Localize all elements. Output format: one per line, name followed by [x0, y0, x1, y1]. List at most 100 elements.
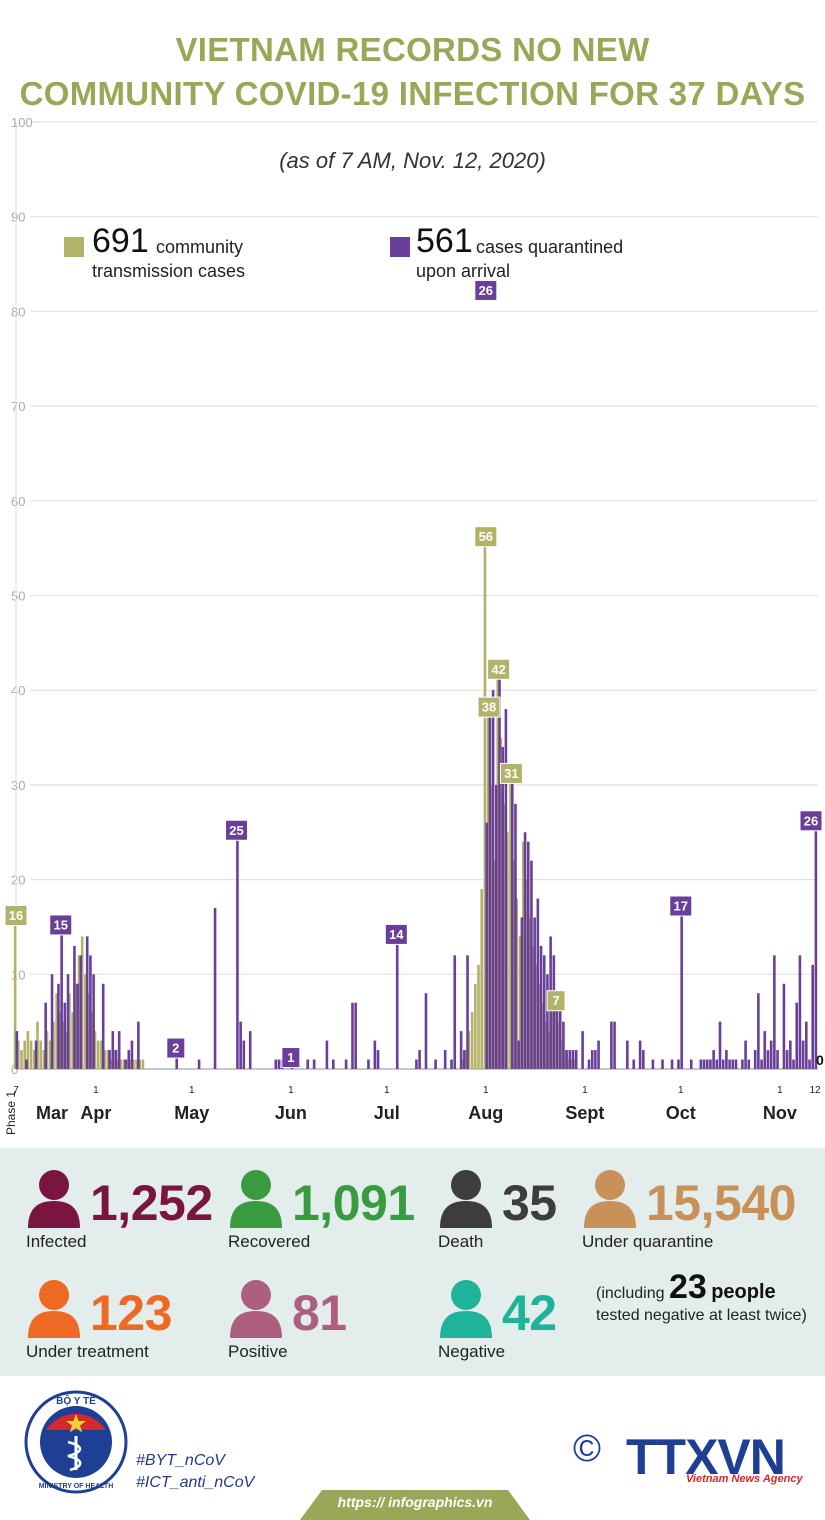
bar-community — [541, 1002, 544, 1069]
legend-quarantined-number: 561 — [416, 222, 473, 260]
bar-quarantined — [689, 1059, 693, 1069]
bar-quarantined — [520, 917, 524, 1069]
bar-community — [42, 1050, 46, 1069]
annotation-box — [281, 1047, 301, 1069]
bar-community — [573, 1059, 576, 1069]
bar-quarantined — [766, 1050, 770, 1069]
bar-quarantined — [699, 1059, 703, 1069]
bar-quarantined — [760, 1059, 763, 1069]
bar-quarantined — [213, 908, 217, 1069]
bar-quarantined — [25, 1059, 28, 1069]
y-tick-label: 10 — [11, 967, 25, 982]
y-tick-label: 70 — [11, 399, 25, 414]
bar-community — [553, 1002, 557, 1069]
bar-quarantined — [798, 955, 802, 1069]
bar-quarantined — [34, 1040, 38, 1069]
bar-community — [52, 1021, 55, 1069]
bar-community — [496, 671, 499, 1069]
legend-community-number: 691 — [92, 222, 149, 260]
note-suffix: tested negative at least twice) — [596, 1307, 807, 1324]
bar-community — [93, 1031, 97, 1069]
bar-community — [55, 993, 58, 1069]
legend-community-label-a: community — [156, 237, 244, 257]
bar-community — [61, 1021, 65, 1069]
hashtag-byt: #BYT_nCoV — [136, 1452, 225, 1469]
bar-quarantined — [792, 1059, 795, 1069]
bar-quarantined — [789, 1040, 792, 1069]
ministry-of-health-logo: BỘ Y TẾ MINISTRY OF HEALTH — [24, 1390, 128, 1494]
bar-quarantined — [325, 1040, 329, 1069]
bar-quarantined — [248, 1031, 252, 1069]
subtitle: (as of 7 AM, Nov. 12, 2020) — [279, 148, 546, 173]
bar-community — [135, 1059, 138, 1069]
bar-quarantined — [127, 1050, 131, 1069]
x-month-label: Nov — [763, 1103, 797, 1123]
bar-quarantined — [463, 1050, 466, 1069]
chart: 0102030405060708090100161522511426563842… — [4, 115, 824, 1135]
y-tick-label: 40 — [11, 683, 25, 698]
bar-community — [39, 1040, 42, 1069]
y-tick-label: 50 — [11, 589, 25, 604]
bar-quarantined — [376, 1050, 380, 1069]
annotation-box — [487, 658, 511, 680]
bar-quarantined — [574, 1050, 578, 1069]
bar-community — [560, 1040, 563, 1069]
bar-quarantined — [613, 1021, 616, 1069]
bar-quarantined — [197, 1059, 201, 1069]
bar-community — [32, 1050, 36, 1069]
url-link[interactable]: https:// infographics.vn — [337, 1494, 493, 1510]
bar-quarantined — [795, 1002, 799, 1069]
bar-quarantined — [801, 1040, 805, 1069]
annotation-label: 17 — [674, 899, 688, 914]
bar-quarantined — [175, 1050, 178, 1069]
bar-community — [103, 1050, 106, 1069]
bar-quarantined — [44, 1002, 47, 1069]
bar-community — [116, 1059, 119, 1069]
annotation-box — [799, 810, 823, 832]
bar-quarantined — [491, 690, 495, 1069]
url-banner — [300, 1490, 530, 1520]
bar-quarantined — [373, 1040, 377, 1069]
x-month-label: Oct — [666, 1103, 696, 1123]
bar-quarantined — [642, 1050, 645, 1069]
page-title: VIETNAM RECORDS NO NEW COMMUNITY COVID-1… — [0, 28, 825, 116]
bar-quarantined — [242, 1040, 246, 1069]
annotation-box — [474, 279, 498, 301]
bar-community — [474, 983, 477, 1069]
bar-community — [138, 1059, 142, 1069]
bar-community — [125, 1059, 129, 1069]
bar-quarantined — [73, 945, 76, 1069]
bar-quarantined — [632, 1059, 636, 1069]
bar-quarantined — [101, 983, 105, 1069]
x-day-tick: 12 — [809, 1085, 821, 1096]
annotation-label: 2 — [172, 1041, 179, 1056]
bar-community — [557, 1021, 560, 1069]
y-tick-label: 30 — [11, 778, 25, 793]
annotation-box — [384, 923, 408, 945]
bar-quarantined — [626, 1040, 629, 1069]
x-month-label: Jul — [374, 1103, 400, 1123]
annotation-label: 31 — [504, 766, 518, 781]
title-line-1: VIETNAM RECORDS NO NEW — [175, 31, 650, 68]
bar-quarantined — [709, 1059, 712, 1069]
bar-community — [493, 860, 496, 1069]
bar-community — [112, 1050, 116, 1069]
bar-community — [509, 775, 512, 1069]
bar-quarantined — [552, 955, 556, 1069]
bar-quarantined — [734, 1059, 738, 1069]
bar-quarantined — [239, 1021, 242, 1069]
bar-community — [544, 1021, 547, 1069]
bar-quarantined — [757, 993, 760, 1069]
bar-quarantined — [415, 1059, 418, 1069]
y-tick-label: 100 — [11, 115, 33, 130]
bar-quarantined — [811, 964, 815, 1069]
annotation-box — [49, 914, 73, 936]
bar-quarantined — [488, 709, 492, 1069]
bar-quarantined — [651, 1059, 655, 1069]
annotation-label: 1 — [287, 1050, 294, 1065]
note-number: 23 — [668, 1268, 707, 1306]
x-month-label: Apr — [80, 1103, 111, 1123]
bar-quarantined — [680, 908, 683, 1069]
bar-quarantined — [79, 955, 83, 1069]
phase-label: Phase 1 — [4, 1091, 18, 1135]
